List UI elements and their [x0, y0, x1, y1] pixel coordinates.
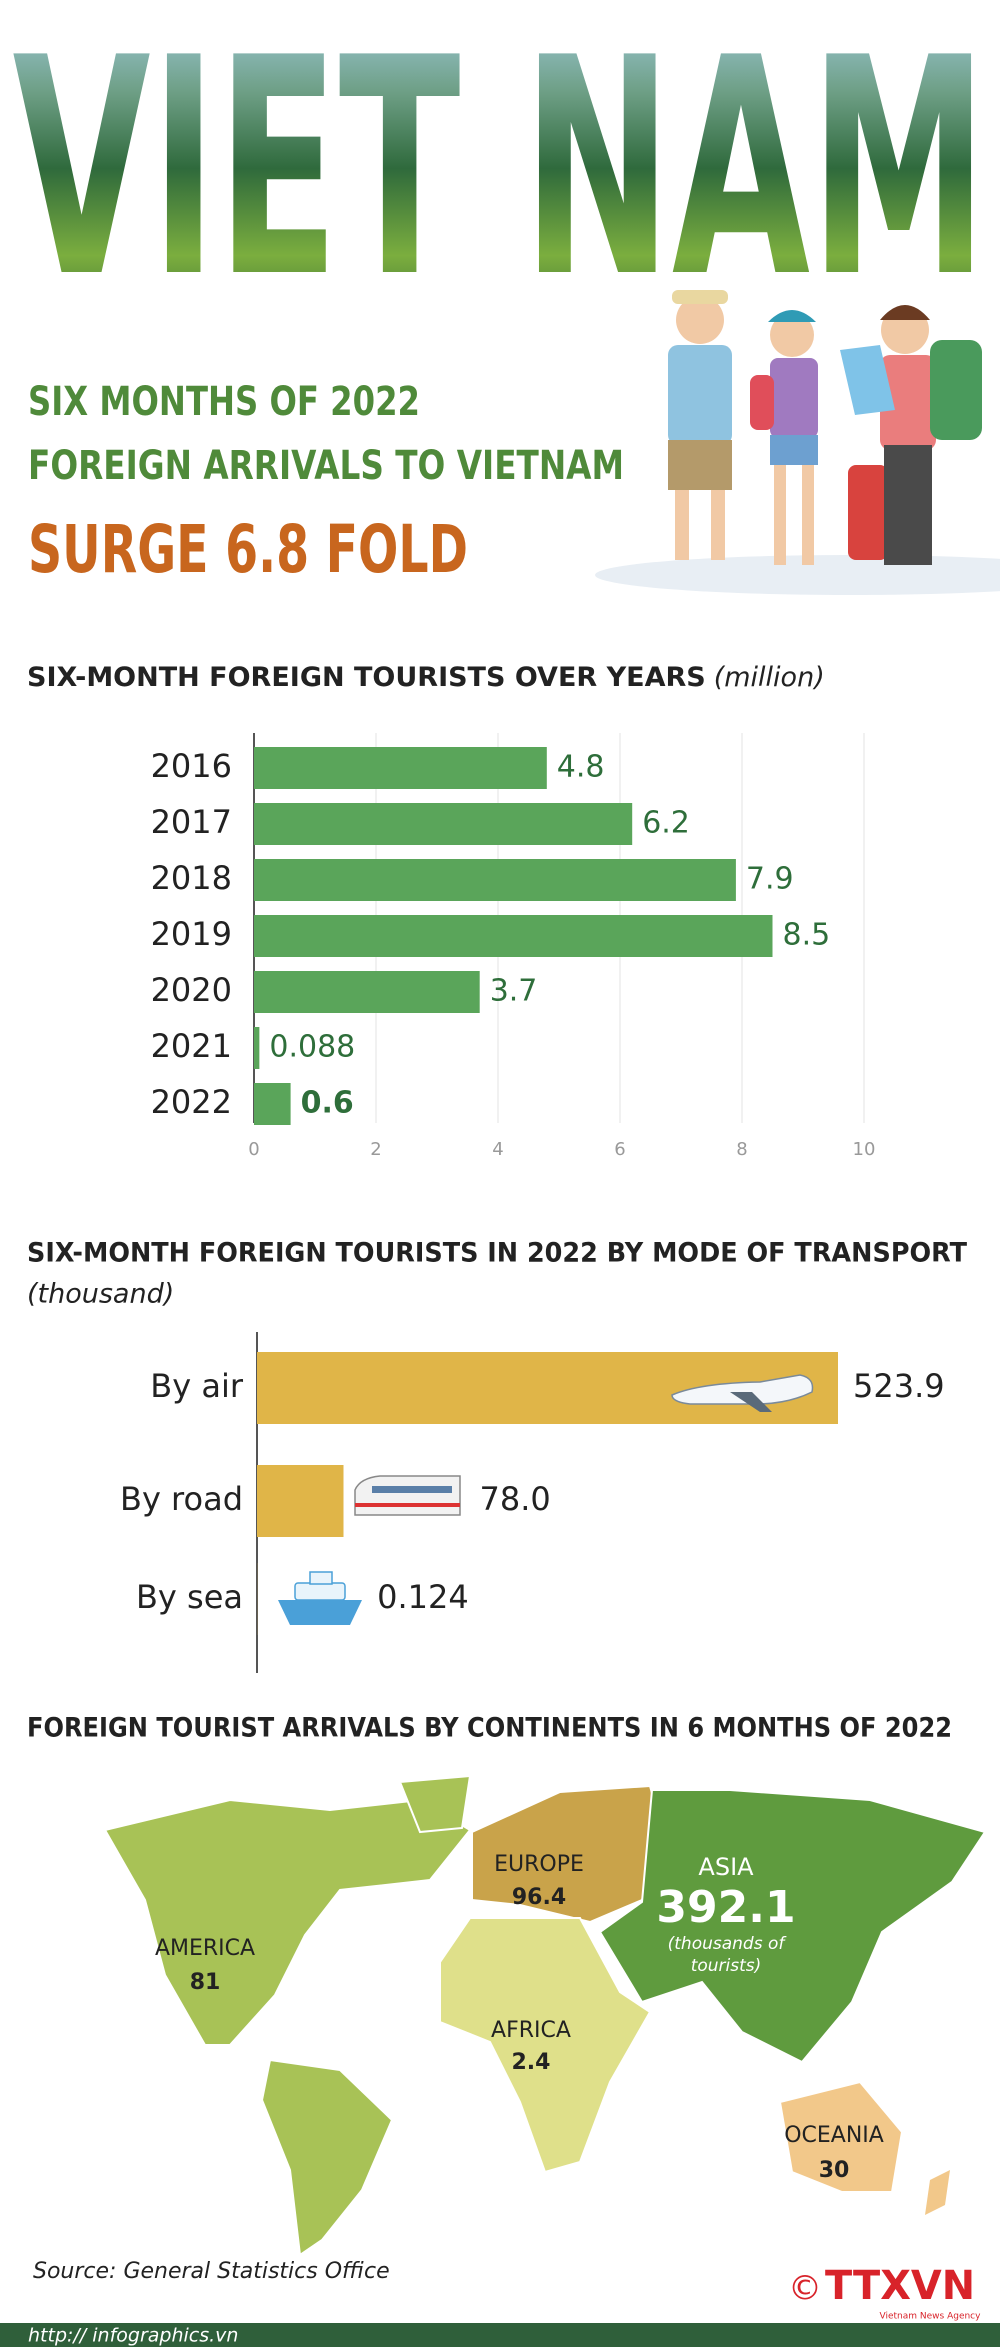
america-region [260, 2058, 394, 2257]
africa-region [439, 1917, 652, 2174]
region-value: 392.1 [656, 1882, 795, 1933]
headline-3: SURGE 6.8 FOLD [28, 511, 468, 588]
region-label: AFRICA [491, 2018, 571, 2043]
value-label: 8.5 [783, 918, 831, 953]
years-chart: 0 2 4 6 8 10 2016 4.8 2017 6.2 2018 7.9 2019 8.5 2020 3… [151, 733, 876, 1160]
x-tick-label: 6 [614, 1139, 625, 1160]
oceania-region [925, 2170, 950, 2215]
bar [254, 803, 633, 845]
bar [254, 1083, 291, 1125]
value-label: 6.2 [642, 806, 690, 841]
greenland-region [398, 1774, 472, 1834]
x-tick-label: 4 [492, 1139, 503, 1160]
region-value: 2.4 [512, 2050, 551, 2075]
value-label: 0.6 [301, 1086, 354, 1121]
bar [254, 971, 480, 1013]
banner-text: VIET NAM [13, 0, 988, 343]
region-note: tourists) [691, 1956, 762, 1976]
category-label: 2018 [151, 859, 232, 897]
category-label: By air [150, 1367, 244, 1405]
transport-chart: By air 523.9 By road 78.0 By sea 0.124 [120, 1332, 945, 1673]
oceania-region [778, 2080, 904, 2193]
category-label: 2019 [151, 915, 232, 953]
bar [254, 915, 773, 957]
agency-text: Vietnam News Agency [880, 2312, 982, 2322]
region-label: EUROPE [494, 1852, 584, 1877]
category-label: By road [120, 1480, 243, 1518]
x-tick-label: 2 [370, 1139, 381, 1160]
category-label: 2022 [151, 1083, 232, 1121]
bar [257, 1465, 344, 1537]
unit-text: (thousand) [27, 1279, 174, 1310]
chart-title: SIX-MONTH FOREIGN TOURISTS IN 2022 BY MO… [27, 1238, 968, 1269]
value-label: 78.0 [480, 1480, 551, 1518]
region-value: 81 [190, 1970, 221, 1995]
bar [254, 747, 547, 789]
x-tick-label: 0 [248, 1139, 259, 1160]
region-value: 30 [819, 2158, 850, 2183]
tourists-illustration [595, 290, 1000, 595]
category-label: 2020 [151, 971, 232, 1009]
copyright: © [788, 2269, 822, 2309]
url-text: http:// infographics.vn [28, 2325, 238, 2347]
source-text: Source: General Statistics Office [33, 2259, 390, 2284]
region-label: ASIA [698, 1853, 754, 1881]
ship-icon [278, 1571, 362, 1625]
america-region [103, 1798, 472, 2046]
bar [254, 859, 736, 901]
x-tick-label: 8 [736, 1139, 747, 1160]
value-label: 4.8 [557, 750, 605, 785]
category-label: 2021 [151, 1027, 232, 1065]
unit-text: (million) [714, 662, 825, 693]
headline-1: SIX MONTHS OF 2022 [28, 379, 420, 425]
bar [254, 1027, 260, 1069]
value-label: 523.9 [853, 1367, 945, 1405]
category-label: 2016 [151, 747, 232, 785]
region-value: 96.4 [512, 1885, 566, 1910]
category-label: 2017 [151, 803, 232, 841]
chart-title: FOREIGN TOURIST ARRIVALS BY CONTINENTS I… [27, 1713, 952, 1744]
region-label: AMERICA [155, 1936, 255, 1961]
title-text: SIX-MONTH FOREIGN TOURISTS OVER YEARS [27, 662, 706, 693]
value-label: 3.7 [490, 974, 538, 1009]
train-icon [354, 1475, 461, 1516]
footer-band [0, 2323, 1000, 2347]
x-tick-label: 10 [853, 1139, 876, 1160]
asia-region [598, 1789, 987, 2064]
value-label: 7.9 [746, 862, 794, 897]
chart-title: SIX-MONTH FOREIGN TOURISTS OVER YEARS (mi… [27, 662, 825, 693]
headline-2: FOREIGN ARRIVALS TO VIETNAM [28, 443, 624, 489]
value-label: 0.088 [269, 1030, 355, 1065]
value-label: 0.124 [377, 1578, 469, 1616]
region-note: (thousands of [668, 1934, 788, 1954]
world-map [103, 1774, 987, 2257]
plane-icon [671, 1374, 814, 1412]
category-label: By sea [136, 1578, 243, 1616]
region-label: OCEANIA [784, 2123, 884, 2148]
logo: TTXVN [825, 2263, 975, 2309]
